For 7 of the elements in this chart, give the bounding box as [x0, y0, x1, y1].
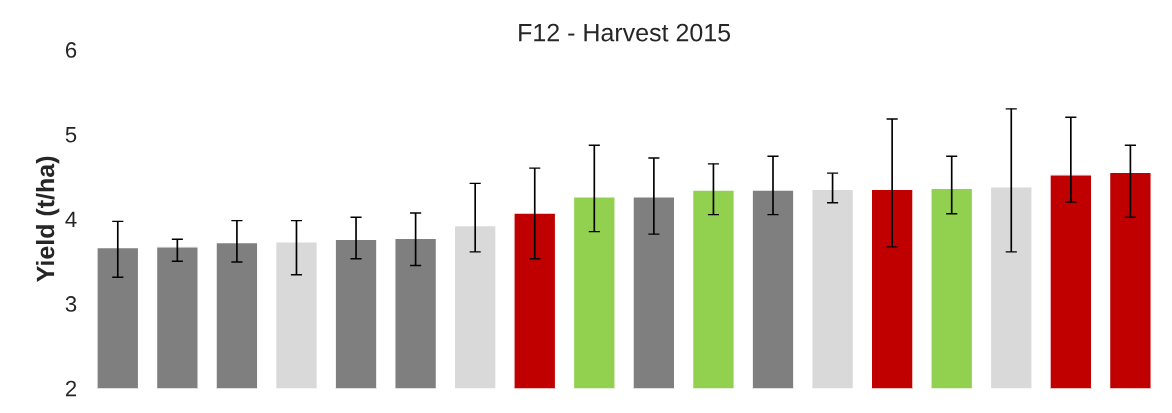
- y-axis-title: Yield (t/ha): [35, 156, 60, 282]
- y-tick-label: 3: [65, 296, 77, 312]
- y-tick-label: 2: [65, 380, 77, 397]
- y-tick-label: 6: [65, 42, 77, 58]
- y-tick-label: 4: [65, 211, 77, 227]
- y-tick-label: 5: [65, 126, 77, 143]
- chart-title: F12 - Harvest 2015: [519, 23, 731, 42]
